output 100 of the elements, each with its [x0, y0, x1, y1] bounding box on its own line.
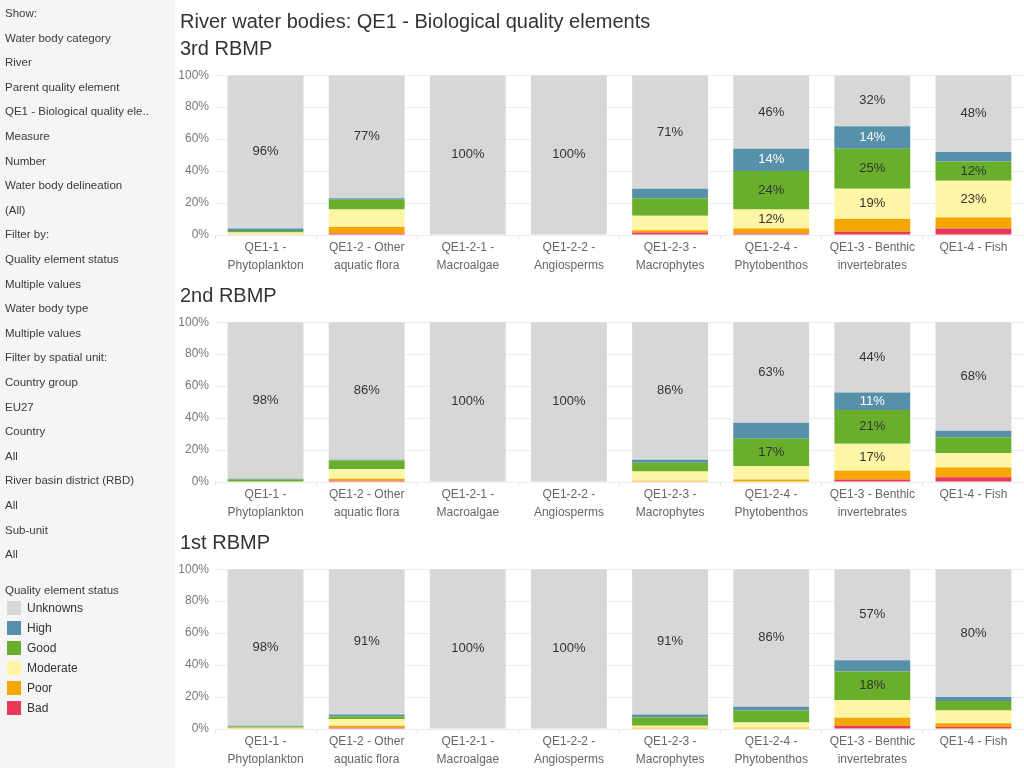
x-tick-label: QE1-1 - Phytoplankton	[227, 240, 304, 273]
data-label: 14%	[859, 129, 886, 145]
data-label: 100%	[552, 146, 586, 162]
y-tick-label: 60%	[184, 378, 210, 393]
chart-title: 1st RBMP	[180, 530, 271, 555]
text: Water body delineation	[5, 178, 123, 194]
x-tick-label: QE1-2-4 - Phytobenthos	[734, 487, 808, 520]
data-label: 96%	[252, 143, 280, 159]
legend-label: Good	[27, 640, 57, 657]
text: QE1 - Biological quality ele..	[5, 104, 149, 120]
x-tick-label: QE1-2-3 - Macrophytes	[635, 734, 705, 767]
data-label: 14%	[758, 151, 785, 167]
legend-label: Bad	[27, 700, 49, 717]
x-tick-label: QE1-3 - Benthic invertebrates	[829, 487, 915, 520]
data-label: 25%	[859, 160, 886, 176]
data-label: 18%	[859, 677, 886, 693]
y-tick-label: 40%	[184, 410, 210, 425]
data-label: 48%	[960, 105, 987, 121]
x-tick-label: QE1-4 - Fish	[939, 240, 1008, 255]
x-tick-label: QE1-2-3 - Macrophytes	[635, 487, 705, 520]
x-tick-label: QE1-2-4 - Phytobenthos	[734, 240, 808, 273]
y-tick-label: 100%	[178, 561, 210, 576]
y-tick-label: 40%	[184, 657, 210, 672]
legend-label: Moderate	[27, 660, 78, 677]
text: Sub-unit	[5, 522, 48, 538]
data-label: 46%	[758, 103, 785, 119]
x-tick-label: QE1-2-4 - Phytobenthos	[734, 734, 808, 767]
text: All	[5, 547, 18, 563]
data-label: 80%	[960, 624, 987, 640]
x-tick-label: QE1-3 - Benthic invertebrates	[829, 240, 915, 273]
x-tick-label: QE1-3 - Benthic invertebrates	[829, 734, 915, 767]
data-label: 63%	[758, 364, 785, 380]
text: River basin district (RBD)	[5, 473, 135, 489]
x-tick-label: QE1-1 - Phytoplankton	[227, 487, 304, 520]
text: Country group	[5, 375, 78, 390]
text: Water body type	[5, 301, 89, 317]
x-tick-label: QE1-4 - Fish	[939, 734, 1008, 749]
text: Measure	[5, 129, 50, 144]
data-label: 44%	[859, 348, 886, 364]
data-label: 32%	[859, 92, 886, 108]
legend-label: High	[27, 620, 52, 637]
text: Filter by spatial unit:	[5, 350, 108, 366]
data-label: 86%	[657, 382, 684, 398]
text: Filter by:	[5, 227, 50, 243]
text: Water body category	[5, 30, 111, 46]
text: All	[5, 498, 18, 513]
y-tick-label: 100%	[178, 314, 210, 329]
text: All	[5, 448, 18, 464]
y-tick-label: 0%	[191, 227, 210, 242]
y-tick-label: 0%	[191, 721, 210, 736]
legend-label: Poor	[27, 680, 53, 697]
data-label: 11%	[859, 392, 886, 408]
text: Number	[5, 153, 46, 169]
text: River	[5, 55, 32, 71]
text: Multiple values	[5, 276, 82, 292]
data-label: 86%	[353, 382, 381, 398]
y-tick-label: 60%	[184, 131, 210, 146]
x-tick-label: QE1-2 - Other aquatic flora	[329, 487, 405, 520]
text: Quality element status	[5, 252, 119, 267]
y-tick-label: 20%	[184, 195, 210, 210]
data-label: 100%	[451, 146, 485, 162]
text: Parent quality element	[5, 79, 120, 95]
x-tick-label: QE1-2-3 - Macrophytes	[635, 240, 705, 273]
x-tick-label: QE1-2 - Other aquatic flora	[329, 240, 405, 273]
legend-label: Unknowns	[27, 600, 84, 617]
data-label: 86%	[758, 629, 785, 645]
data-label: 23%	[960, 190, 987, 206]
data-label: 98%	[252, 639, 280, 655]
data-label: 24%	[758, 181, 785, 197]
y-tick-label: 100%	[178, 67, 210, 82]
data-label: 19%	[859, 195, 886, 211]
text: Show:	[5, 6, 37, 21]
y-tick-label: 0%	[191, 474, 210, 489]
y-tick-label: 20%	[184, 442, 210, 457]
text: Country	[5, 424, 46, 440]
data-label: 57%	[859, 606, 886, 622]
y-tick-label: 80%	[184, 593, 210, 608]
data-label: 77%	[353, 128, 381, 144]
data-label: 21%	[859, 418, 886, 434]
data-label: 68%	[960, 368, 987, 384]
data-label: 100%	[451, 640, 485, 656]
x-tick-label: QE1-2 - Other aquatic flora	[329, 734, 405, 767]
text: Multiple values	[5, 325, 82, 341]
chart-subtitle: 3rd RBMP	[180, 36, 273, 61]
chart-title: River water bodies: QE1 - Biological quality elements	[180, 9, 651, 34]
y-tick-label: 40%	[184, 163, 210, 178]
x-tick-label: QE1-2-1 - Macroalgae	[436, 240, 500, 273]
data-label: 91%	[353, 633, 381, 649]
y-tick-label: 20%	[184, 689, 210, 704]
x-tick-label: QE1-2-2 - Angiosperms	[533, 734, 604, 767]
y-tick-label: 80%	[184, 346, 210, 361]
data-label: 12%	[960, 162, 987, 178]
y-tick-label: 60%	[184, 625, 210, 640]
x-tick-label: QE1-2-1 - Macroalgae	[436, 487, 500, 520]
text: EU27	[5, 399, 34, 415]
y-tick-label: 80%	[184, 99, 210, 114]
text: (All)	[5, 202, 26, 218]
x-tick-label: QE1-2-2 - Angiosperms	[533, 487, 604, 520]
data-label: 71%	[657, 123, 684, 139]
data-label: 100%	[552, 393, 586, 409]
